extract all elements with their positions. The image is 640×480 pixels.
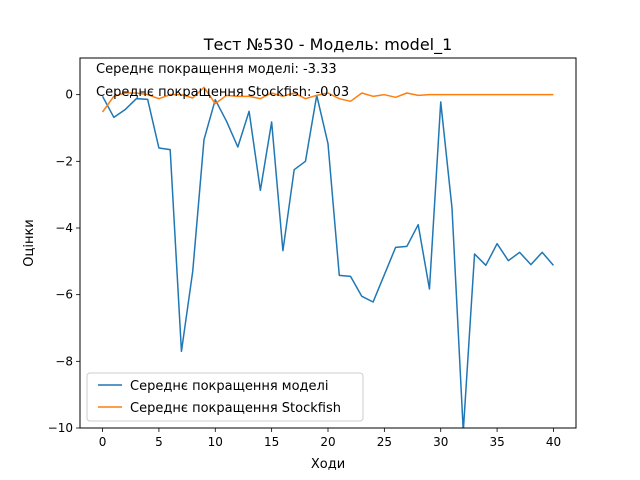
y-tick-label: 0 xyxy=(65,88,73,102)
x-tick-label: 5 xyxy=(155,435,163,449)
y-tick-label: −4 xyxy=(55,221,73,235)
y-tick-label: −2 xyxy=(55,154,73,168)
chart-title: Тест №530 - Модель: model_1 xyxy=(203,35,453,55)
x-axis-label: Ходи xyxy=(311,457,345,472)
annotation-stockfish-mean: Середнє покращення Stockfish: -0.03 xyxy=(96,85,349,100)
y-tick-label: −10 xyxy=(48,421,73,435)
series-line-model xyxy=(101,94,555,428)
x-tick-label: 25 xyxy=(377,435,392,449)
x-tick-label: 35 xyxy=(489,435,504,449)
x-tick-label: 30 xyxy=(433,435,448,449)
x-axis: 0 5 10 15 20 25 30 35 40 xyxy=(99,428,561,449)
x-tick-label: 20 xyxy=(320,435,335,449)
x-tick-label: 15 xyxy=(264,435,279,449)
x-tick-label: 10 xyxy=(208,435,223,449)
legend: Середнє покращення моделі Середнє покращ… xyxy=(86,372,364,422)
legend-label-stockfish: Середнє покращення Stockfish xyxy=(130,401,341,416)
legend-label-model: Середнє покращення моделі xyxy=(130,379,328,394)
series-line-stockfish xyxy=(101,86,554,113)
x-tick-label: 40 xyxy=(546,435,561,449)
y-axis-label: Оцінки xyxy=(22,219,37,267)
x-tick-label: 0 xyxy=(99,435,107,449)
legend-box xyxy=(86,372,364,422)
y-axis: −10 −8 −6 −4 −2 0 xyxy=(48,88,80,435)
y-tick-label: −8 xyxy=(55,354,73,368)
annotation-model-mean: Середнє покращення моделі: -3.33 xyxy=(96,62,337,77)
y-tick-label: −6 xyxy=(55,288,73,302)
